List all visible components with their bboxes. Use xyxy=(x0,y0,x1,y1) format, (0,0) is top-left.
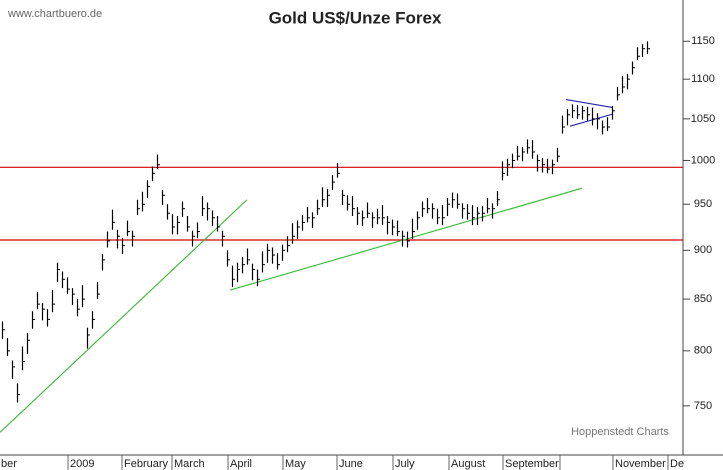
trend-line xyxy=(229,187,583,291)
x-tick-label: June xyxy=(339,458,363,470)
y-tick-label: 1050 xyxy=(691,113,715,125)
source: www.chartbuero.de xyxy=(7,8,102,20)
chart-title: Gold US$/Unze Forex xyxy=(269,8,442,27)
y-tick-label: 750 xyxy=(694,400,712,412)
x-tick-label: ber xyxy=(1,458,17,470)
y-tick-label: 1150 xyxy=(691,35,715,47)
y-tick-label: 850 xyxy=(694,293,712,305)
x-tick-label: August xyxy=(451,458,485,470)
x-tick-label: De xyxy=(670,458,684,470)
credit: Hoppenstedt Charts xyxy=(571,426,669,438)
x-tick-label: 2009 xyxy=(70,458,94,470)
x-tick-label: February xyxy=(124,458,169,470)
y-tick-label: 1000 xyxy=(691,154,715,166)
y-tick-label: 900 xyxy=(694,244,712,256)
trend-line xyxy=(0,199,248,433)
y-tick-label: 800 xyxy=(694,345,712,357)
x-tick-label: November xyxy=(615,458,666,470)
x-tick-label: May xyxy=(285,458,306,470)
y-tick-label: 950 xyxy=(694,198,712,210)
trend-line xyxy=(569,113,614,127)
x-tick-label: March xyxy=(174,458,205,470)
x-tick-label: July xyxy=(395,458,415,470)
x-tick-label: September xyxy=(505,458,559,470)
x-tick-label: April xyxy=(230,458,252,470)
y-tick-label: 1100 xyxy=(691,73,715,85)
trend-line xyxy=(565,99,614,109)
